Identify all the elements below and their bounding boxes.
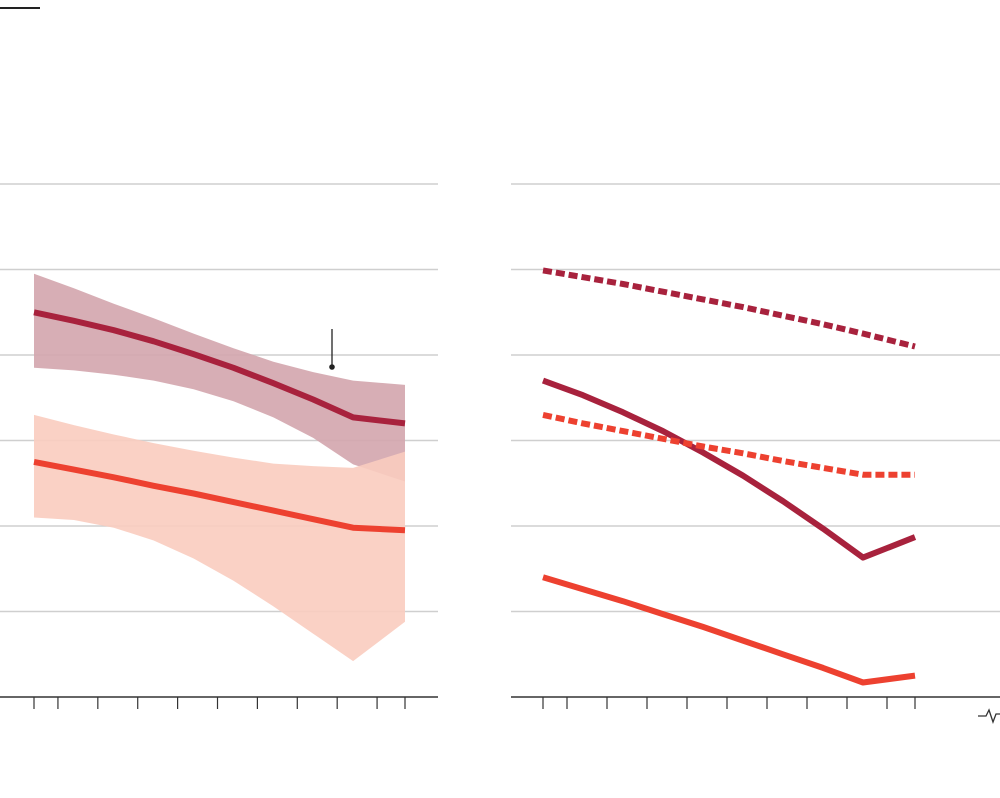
confidence-band xyxy=(34,414,405,662)
series-line xyxy=(33,309,406,427)
axis-break-icon xyxy=(978,708,1000,724)
series-line xyxy=(541,377,917,561)
annotation-dot xyxy=(329,364,335,370)
series-line xyxy=(542,267,916,350)
series-line xyxy=(542,574,916,686)
series-line xyxy=(542,411,915,478)
confidence-band xyxy=(34,273,405,482)
series-line xyxy=(33,458,406,534)
header-rule xyxy=(0,7,40,9)
right-chart-panel xyxy=(511,183,1000,724)
left-chart-panel xyxy=(0,183,438,709)
